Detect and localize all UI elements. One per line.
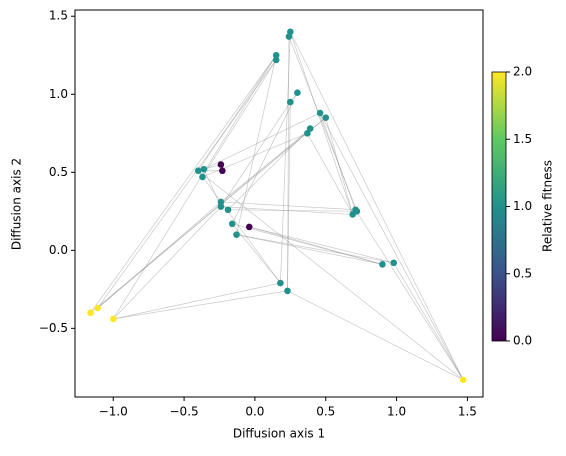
colorbar-tick-label: 2.0 — [513, 65, 532, 79]
y-tick-label: 0.0 — [49, 243, 68, 257]
edge — [287, 102, 291, 291]
point — [459, 376, 467, 384]
edge — [249, 226, 383, 265]
point — [287, 98, 294, 106]
edge — [307, 133, 353, 215]
colorbar — [491, 71, 507, 342]
edge — [198, 170, 464, 381]
edge — [236, 234, 383, 265]
x-tick-label: 0.5 — [316, 405, 335, 419]
point — [294, 89, 301, 97]
edge — [97, 128, 311, 309]
edge — [290, 31, 353, 215]
point — [233, 231, 240, 239]
point — [200, 165, 208, 173]
edge — [287, 290, 464, 381]
point — [272, 56, 280, 64]
edge — [90, 55, 277, 313]
point — [322, 114, 330, 121]
x-tick-label: −1.0 — [99, 405, 128, 419]
y-axis-label: Diffusion axis 2 — [10, 158, 24, 250]
point — [219, 167, 226, 175]
edge — [220, 101, 291, 207]
point — [228, 220, 236, 228]
point — [224, 206, 232, 214]
edge — [236, 55, 277, 235]
edge — [113, 290, 288, 320]
point — [217, 198, 225, 206]
edge — [231, 223, 281, 284]
point — [194, 167, 202, 175]
point — [284, 287, 291, 295]
edge — [90, 117, 326, 314]
point — [379, 261, 386, 268]
point — [217, 161, 225, 168]
point — [390, 259, 398, 267]
point — [277, 279, 284, 287]
edge — [393, 262, 464, 381]
x-tick-label: −0.5 — [170, 405, 199, 419]
edge — [202, 59, 277, 178]
colorbar-tick-label: 1.5 — [513, 132, 532, 146]
y-tick-label: 1.5 — [49, 9, 68, 23]
point — [316, 109, 324, 117]
point — [304, 129, 311, 137]
edge — [231, 92, 298, 224]
edge — [203, 112, 321, 170]
edge — [249, 226, 394, 264]
x-axis-label: Diffusion axis 1 — [233, 427, 325, 441]
colorbar-tick-label: 0.0 — [513, 334, 532, 348]
point — [94, 304, 101, 312]
x-tick-label: 1.0 — [387, 405, 406, 419]
y-tick-label: −0.5 — [39, 321, 68, 335]
edge — [290, 31, 464, 380]
y-tick-label: 0.5 — [49, 165, 68, 179]
point — [109, 315, 117, 323]
edge — [220, 206, 353, 215]
edge — [232, 223, 383, 265]
colorbar-tick-label: 0.5 — [513, 266, 532, 280]
point — [353, 208, 361, 215]
edge — [287, 36, 290, 291]
x-tick-label: 1.5 — [458, 405, 477, 419]
colorbar-tick-label: 1.0 — [513, 199, 532, 213]
plot-frame — [74, 9, 484, 398]
edge — [112, 55, 277, 320]
edge — [97, 201, 222, 309]
edge — [227, 128, 311, 210]
edge — [220, 201, 356, 211]
edge — [325, 117, 354, 215]
edge — [319, 112, 464, 381]
point — [217, 203, 225, 210]
y-tick-label: 1.0 — [49, 87, 68, 101]
edge — [220, 201, 281, 284]
x-tick-label: 0.0 — [245, 405, 264, 419]
point — [87, 309, 94, 317]
point — [285, 33, 293, 40]
edge — [113, 282, 281, 320]
point — [245, 223, 253, 231]
edge — [280, 31, 291, 284]
colorbar-label: Relative fitness — [541, 160, 555, 252]
edge — [197, 55, 277, 171]
edge — [227, 209, 357, 212]
edge — [97, 59, 277, 309]
edge — [288, 36, 358, 212]
edge — [355, 209, 464, 381]
edge — [319, 112, 356, 210]
point — [272, 51, 280, 59]
point — [199, 173, 206, 181]
edge — [236, 234, 394, 264]
edge — [112, 206, 222, 320]
